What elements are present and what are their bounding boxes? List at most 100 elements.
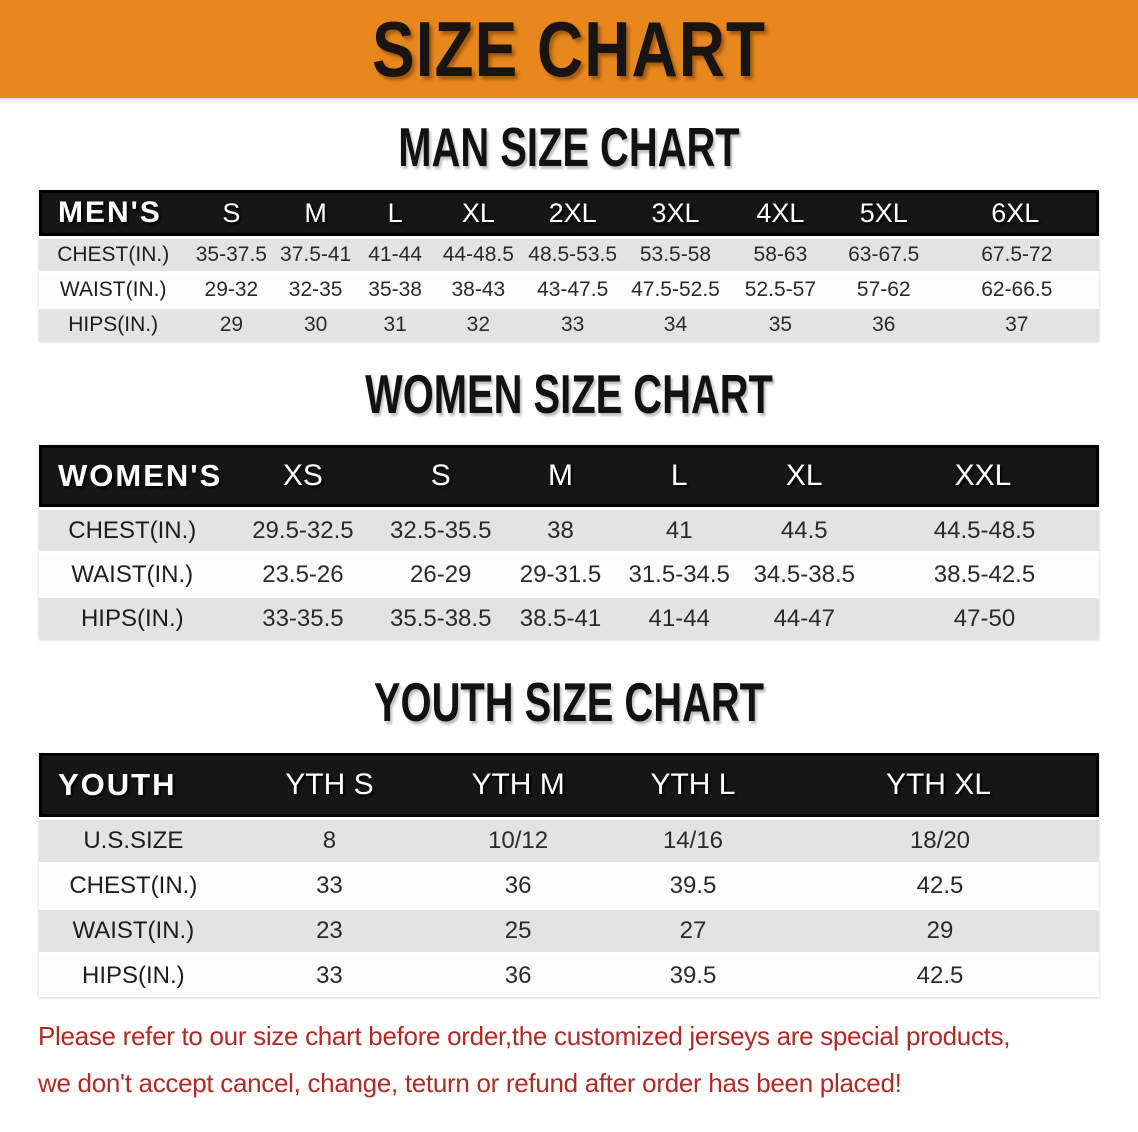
row-label-cell: HIPS(IN.) (39, 306, 188, 341)
women-section-title: WOMEN SIZE CHART (365, 363, 773, 425)
table-row: U.S.SIZE 8 10/12 14/16 18/20 (39, 817, 1099, 862)
size-value-cell: 33 (522, 306, 623, 341)
size-value-cell: 44-47 (738, 595, 870, 639)
size-value-cell: 38.5-41 (501, 595, 620, 639)
row-label-cell: U.S.SIZE (39, 817, 228, 862)
men-section-title: MAN SIZE CHART (398, 116, 740, 178)
size-value-cell: 30 (275, 306, 356, 341)
size-value-cell: 35 (727, 306, 833, 341)
size-value-cell: 31 (355, 306, 435, 341)
row-label-cell: WAIST(IN.) (39, 551, 226, 595)
table-row: WAIST(IN.) 23.5-26 26-29 29-31.5 31.5-34.5 34… (39, 551, 1099, 595)
size-value-cell: 26-29 (380, 551, 502, 595)
size-value-cell: 33 (227, 862, 432, 907)
table-row: HIPS(IN.) 29 30 31 32 33 34 35 36 37 (39, 306, 1099, 341)
table-row: WAIST(IN.) 29-32 32-35 35-38 38-43 43-47.5 47.… (39, 271, 1099, 306)
size-column-header: 6XL (934, 190, 1099, 236)
table-row: WAIST(IN.) 23 25 27 29 (39, 907, 1099, 952)
men-section: MAN SIZE CHART MEN'S S M L XL 2XL 3XL 4XL 5XL 6XL… (0, 117, 1138, 341)
size-value-cell: 35-38 (355, 271, 435, 306)
size-value-cell: 38.5-42.5 (870, 551, 1099, 595)
size-chart-page: SIZE CHART MAN SIZE CHART MEN'S S M L XL 2XL 3… (0, 0, 1138, 1107)
size-value-cell: 41-44 (619, 595, 739, 639)
row-label-cell: WAIST(IN.) (39, 271, 188, 306)
size-value-cell: 37.5-41 (275, 236, 356, 271)
size-value-cell: 32 (434, 306, 523, 341)
size-value-cell: 35.5-38.5 (380, 595, 502, 639)
size-value-cell: 31.5-34.5 (619, 551, 739, 595)
row-label-cell: CHEST(IN.) (39, 862, 228, 907)
size-value-cell: 42.5 (780, 862, 1099, 907)
size-value-cell: 34 (623, 306, 728, 341)
table-row: CHEST(IN.) 29.5-32.5 32.5-35.5 38 41 44.5 44.5… (39, 507, 1099, 551)
size-value-cell: 42.5 (780, 952, 1099, 997)
size-value-cell: 44-48.5 (434, 236, 523, 271)
size-value-cell: 67.5-72 (934, 236, 1099, 271)
women-size-table: WOMEN'S XS S M L XL XXL CHEST(IN.) 29.5-32.5 32.5… (39, 445, 1099, 639)
size-column-header: L (355, 190, 435, 236)
size-value-cell: 41 (619, 507, 739, 551)
size-value-cell: 44.5-48.5 (870, 507, 1099, 551)
size-column-header: YTH L (605, 753, 781, 817)
table-row: CHEST(IN.) 33 36 39.5 42.5 (39, 862, 1099, 907)
row-label-cell: CHEST(IN.) (39, 507, 226, 551)
size-value-cell: 41-44 (355, 236, 435, 271)
size-column-header: L (619, 445, 739, 507)
banner: SIZE CHART (0, 0, 1138, 100)
women-section: WOMEN SIZE CHART WOMEN'S XS S M L XL XXL CHEST(… (0, 364, 1138, 639)
size-column-header: M (501, 445, 620, 507)
size-column-header: YTH S (227, 753, 432, 817)
size-value-cell: 47.5-52.5 (623, 271, 728, 306)
size-value-cell: 29.5-32.5 (225, 507, 381, 551)
table-header-row: WOMEN'S XS S M L XL XXL (39, 445, 1099, 507)
size-column-header: 2XL (522, 190, 623, 236)
size-column-header: XS (225, 445, 381, 507)
table-row: HIPS(IN.) 33 36 39.5 42.5 (39, 952, 1099, 997)
size-column-header: 3XL (623, 190, 728, 236)
size-value-cell: 36 (832, 306, 935, 341)
youth-size-table: YOUTH YTH S YTH M YTH L YTH XL U.S.SIZE 8 10/12… (39, 753, 1099, 997)
size-column-header: XL (738, 445, 870, 507)
size-value-cell: 53.5-58 (623, 236, 728, 271)
size-value-cell: 52.5-57 (727, 271, 833, 306)
size-value-cell: 29 (187, 306, 276, 341)
size-value-cell: 33-35.5 (225, 595, 381, 639)
size-column-header: YTH XL (780, 753, 1099, 817)
size-value-cell: 36 (431, 952, 606, 997)
size-value-cell: 18/20 (780, 817, 1099, 862)
charts-area: MAN SIZE CHART MEN'S S M L XL 2XL 3XL 4XL 5XL 6XL… (0, 117, 1138, 1107)
table-title-cell: MEN'S (39, 190, 188, 236)
size-value-cell: 39.5 (605, 862, 781, 907)
table-title-cell: YOUTH (39, 753, 228, 817)
size-value-cell: 32-35 (275, 271, 356, 306)
size-value-cell: 57-62 (832, 271, 935, 306)
size-value-cell: 10/12 (431, 817, 606, 862)
size-value-cell: 23 (227, 907, 432, 952)
size-column-header: S (187, 190, 276, 236)
size-value-cell: 43-47.5 (522, 271, 623, 306)
size-value-cell: 39.5 (605, 952, 781, 997)
table-header-row: YOUTH YTH S YTH M YTH L YTH XL (39, 753, 1099, 817)
size-column-header: YTH M (431, 753, 606, 817)
row-label-cell: CHEST(IN.) (39, 236, 188, 271)
size-column-header: M (275, 190, 356, 236)
size-value-cell: 63-67.5 (832, 236, 935, 271)
size-column-header: S (380, 445, 502, 507)
row-label-cell: HIPS(IN.) (39, 952, 228, 997)
size-value-cell: 32.5-35.5 (380, 507, 502, 551)
size-value-cell: 29-31.5 (501, 551, 620, 595)
size-value-cell: 38 (501, 507, 620, 551)
size-value-cell: 8 (227, 817, 432, 862)
notice-line-2: we don't accept cancel, change, teturn o… (38, 1068, 902, 1098)
youth-section: YOUTH SIZE CHART YOUTH YTH S YTH M YTH L YTH… (0, 672, 1138, 997)
size-value-cell: 37 (934, 306, 1099, 341)
size-column-header: 5XL (832, 190, 935, 236)
row-label-cell: HIPS(IN.) (39, 595, 226, 639)
size-value-cell: 14/16 (605, 817, 781, 862)
youth-section-title: YOUTH SIZE CHART (373, 671, 765, 733)
size-column-header: XXL (870, 445, 1099, 507)
banner-title: SIZE CHART (372, 5, 766, 93)
size-value-cell: 33 (227, 952, 432, 997)
size-value-cell: 34.5-38.5 (738, 551, 870, 595)
size-column-header: XL (434, 190, 523, 236)
